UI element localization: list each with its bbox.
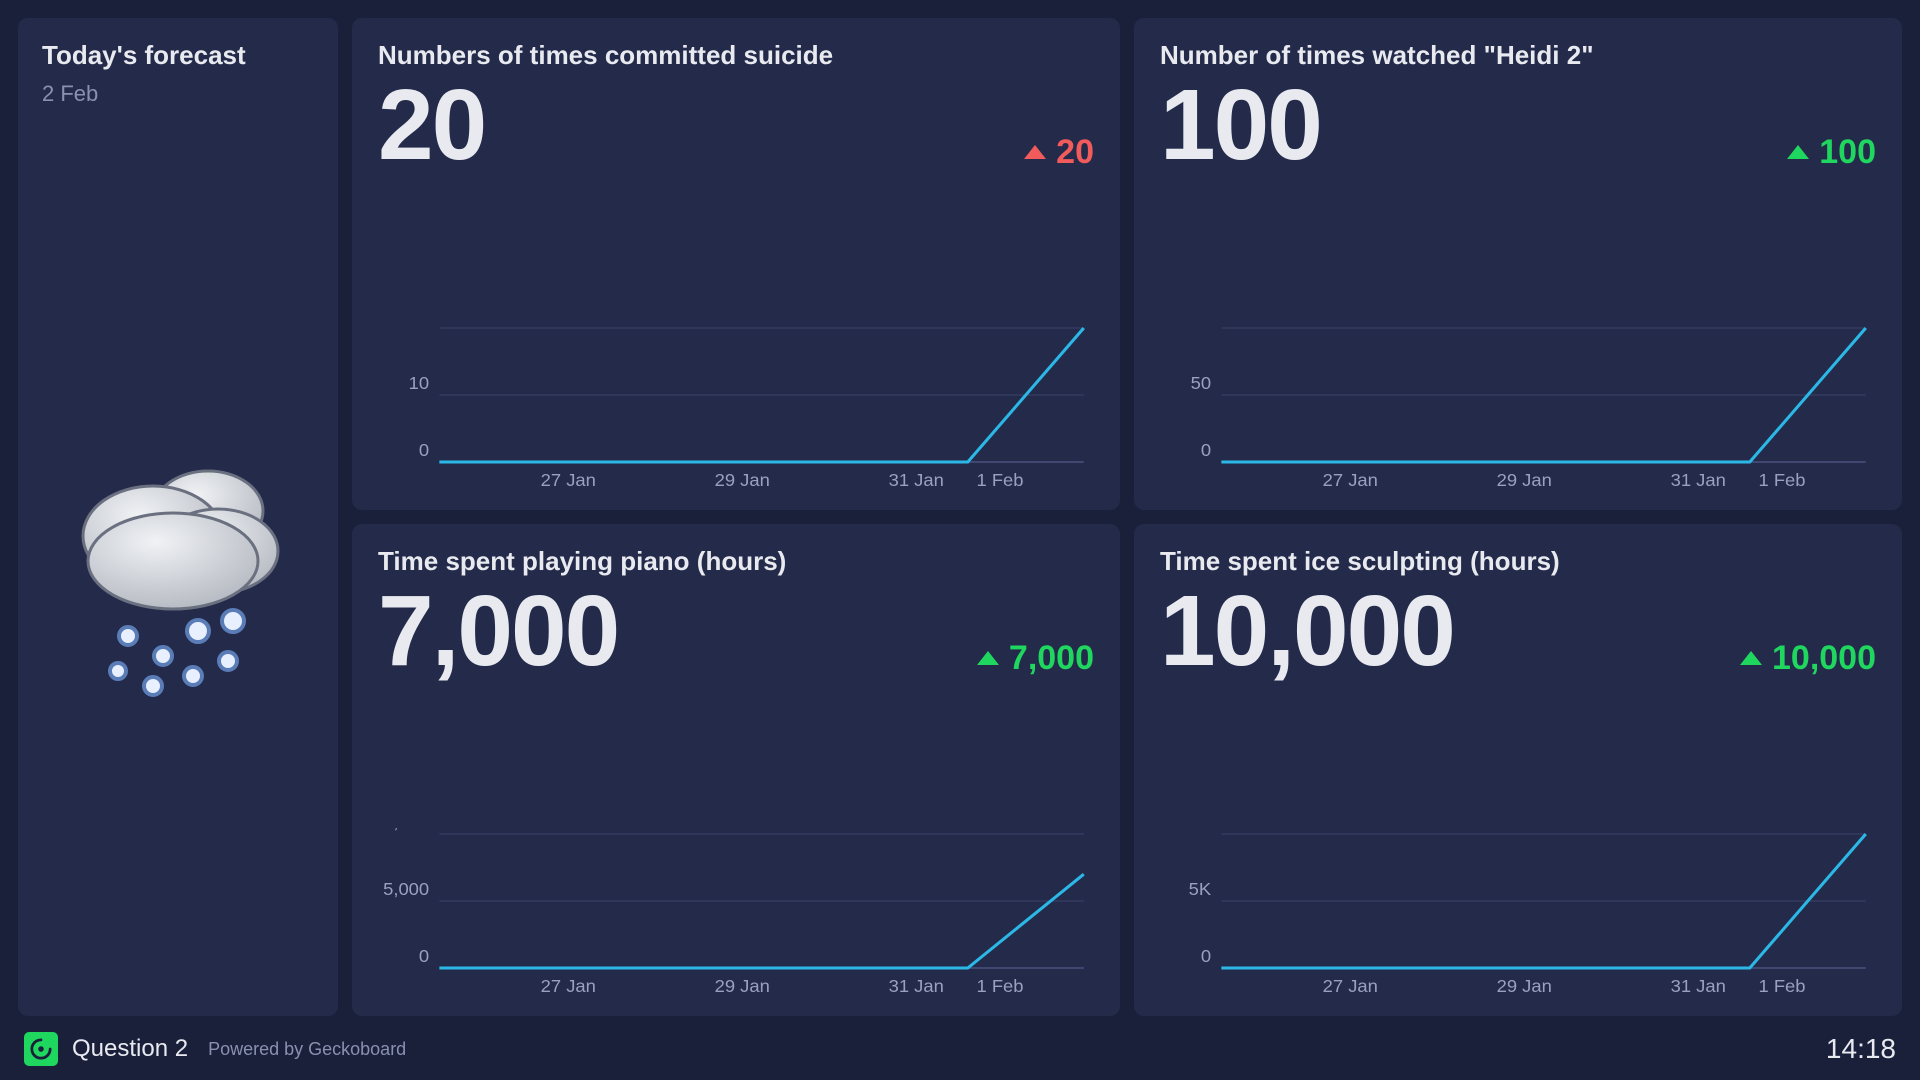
powered-by-label: Powered by Geckoboard: [208, 1039, 406, 1060]
svg-text:10K: 10K: [1178, 828, 1211, 832]
delta-value: 7,000: [1009, 639, 1094, 678]
svg-text:100: 100: [1180, 322, 1211, 326]
metric-card: Time spent playing piano (hours) 7,000 7,0…: [352, 524, 1120, 1016]
delta-value: 20: [1056, 133, 1094, 172]
metric-card: Number of times watched "Heidi 2"1001001…: [1134, 18, 1902, 510]
svg-text:5,000: 5,000: [383, 879, 429, 899]
svg-text:27 Jan: 27 Jan: [1323, 976, 1378, 996]
svg-text:29 Jan: 29 Jan: [1497, 470, 1552, 490]
triangle-up-icon: [1787, 145, 1809, 159]
metric-card: Time spent ice sculpting (hours) 10,000 10…: [1134, 524, 1902, 1016]
footer-bar: Question 2 Powered by Geckoboard 14:18: [0, 1026, 1920, 1080]
forecast-date: 2 Feb: [42, 81, 314, 107]
delta-value: 10,000: [1772, 639, 1876, 678]
sparkline-chart: 100 50 0 27 Jan 29 Jan 31 Jan 1 Feb: [1160, 195, 1876, 492]
card-title: Numbers of times committed suicide: [378, 40, 1094, 71]
delta-indicator: 7,000: [977, 639, 1094, 678]
forecast-card: Today's forecast 2 Feb: [18, 18, 338, 1016]
svg-text:27 Jan: 27 Jan: [1323, 470, 1378, 490]
svg-text:1 Feb: 1 Feb: [1758, 470, 1805, 490]
metric-value: 100: [1160, 75, 1321, 175]
svg-text:31 Jan: 31 Jan: [1671, 976, 1726, 996]
svg-text:1 Feb: 1 Feb: [976, 976, 1023, 996]
svg-text:50: 50: [1191, 373, 1211, 393]
triangle-up-icon: [1740, 651, 1762, 665]
svg-text:27 Jan: 27 Jan: [541, 470, 596, 490]
svg-text:0: 0: [419, 946, 429, 966]
delta-indicator: 20: [1024, 133, 1094, 172]
snow-cloud-icon: [58, 441, 298, 701]
triangle-up-icon: [977, 651, 999, 665]
metric-card: Numbers of times committed suicide202020…: [352, 18, 1120, 510]
svg-text:0: 0: [419, 440, 429, 460]
svg-text:29 Jan: 29 Jan: [1497, 976, 1552, 996]
svg-text:29 Jan: 29 Jan: [715, 470, 770, 490]
geckoboard-logo-icon: [24, 1032, 58, 1066]
svg-text:10,000: 10,000: [378, 828, 429, 832]
delta-indicator: 10,000: [1740, 639, 1876, 678]
svg-text:20: 20: [409, 322, 429, 326]
dashboard-grid: Today's forecast 2 Feb: [0, 0, 1920, 1026]
card-title: Time spent playing piano (hours): [378, 546, 1094, 577]
delta-value: 100: [1819, 133, 1876, 172]
svg-text:31 Jan: 31 Jan: [1671, 470, 1726, 490]
board-name: Question 2: [72, 1035, 188, 1063]
svg-text:0: 0: [1201, 946, 1211, 966]
metric-value: 20: [378, 75, 485, 175]
forecast-title: Today's forecast: [42, 40, 314, 71]
card-title: Number of times watched "Heidi 2": [1160, 40, 1876, 71]
svg-text:1 Feb: 1 Feb: [976, 470, 1023, 490]
svg-text:29 Jan: 29 Jan: [715, 976, 770, 996]
svg-text:5K: 5K: [1189, 879, 1212, 899]
triangle-up-icon: [1024, 145, 1046, 159]
metric-value: 7,000: [378, 581, 618, 681]
clock: 14:18: [1826, 1033, 1896, 1065]
metric-value: 10,000: [1160, 581, 1454, 681]
delta-indicator: 100: [1787, 133, 1876, 172]
svg-text:10: 10: [409, 373, 429, 393]
svg-text:31 Jan: 31 Jan: [889, 470, 944, 490]
sparkline-chart: 10K 5K 0 27 Jan 29 Jan 31 Jan 1 Feb: [1160, 701, 1876, 998]
svg-text:27 Jan: 27 Jan: [541, 976, 596, 996]
weather-icon-wrap: [42, 147, 314, 994]
svg-text:31 Jan: 31 Jan: [889, 976, 944, 996]
card-title: Time spent ice sculpting (hours): [1160, 546, 1876, 577]
sparkline-chart: 10,000 5,000 0 27 Jan 29 Jan 31 Jan 1 Feb: [378, 701, 1094, 998]
sparkline-chart: 20 10 0 27 Jan 29 Jan 31 Jan 1 Feb: [378, 195, 1094, 492]
svg-text:1 Feb: 1 Feb: [1758, 976, 1805, 996]
svg-text:0: 0: [1201, 440, 1211, 460]
